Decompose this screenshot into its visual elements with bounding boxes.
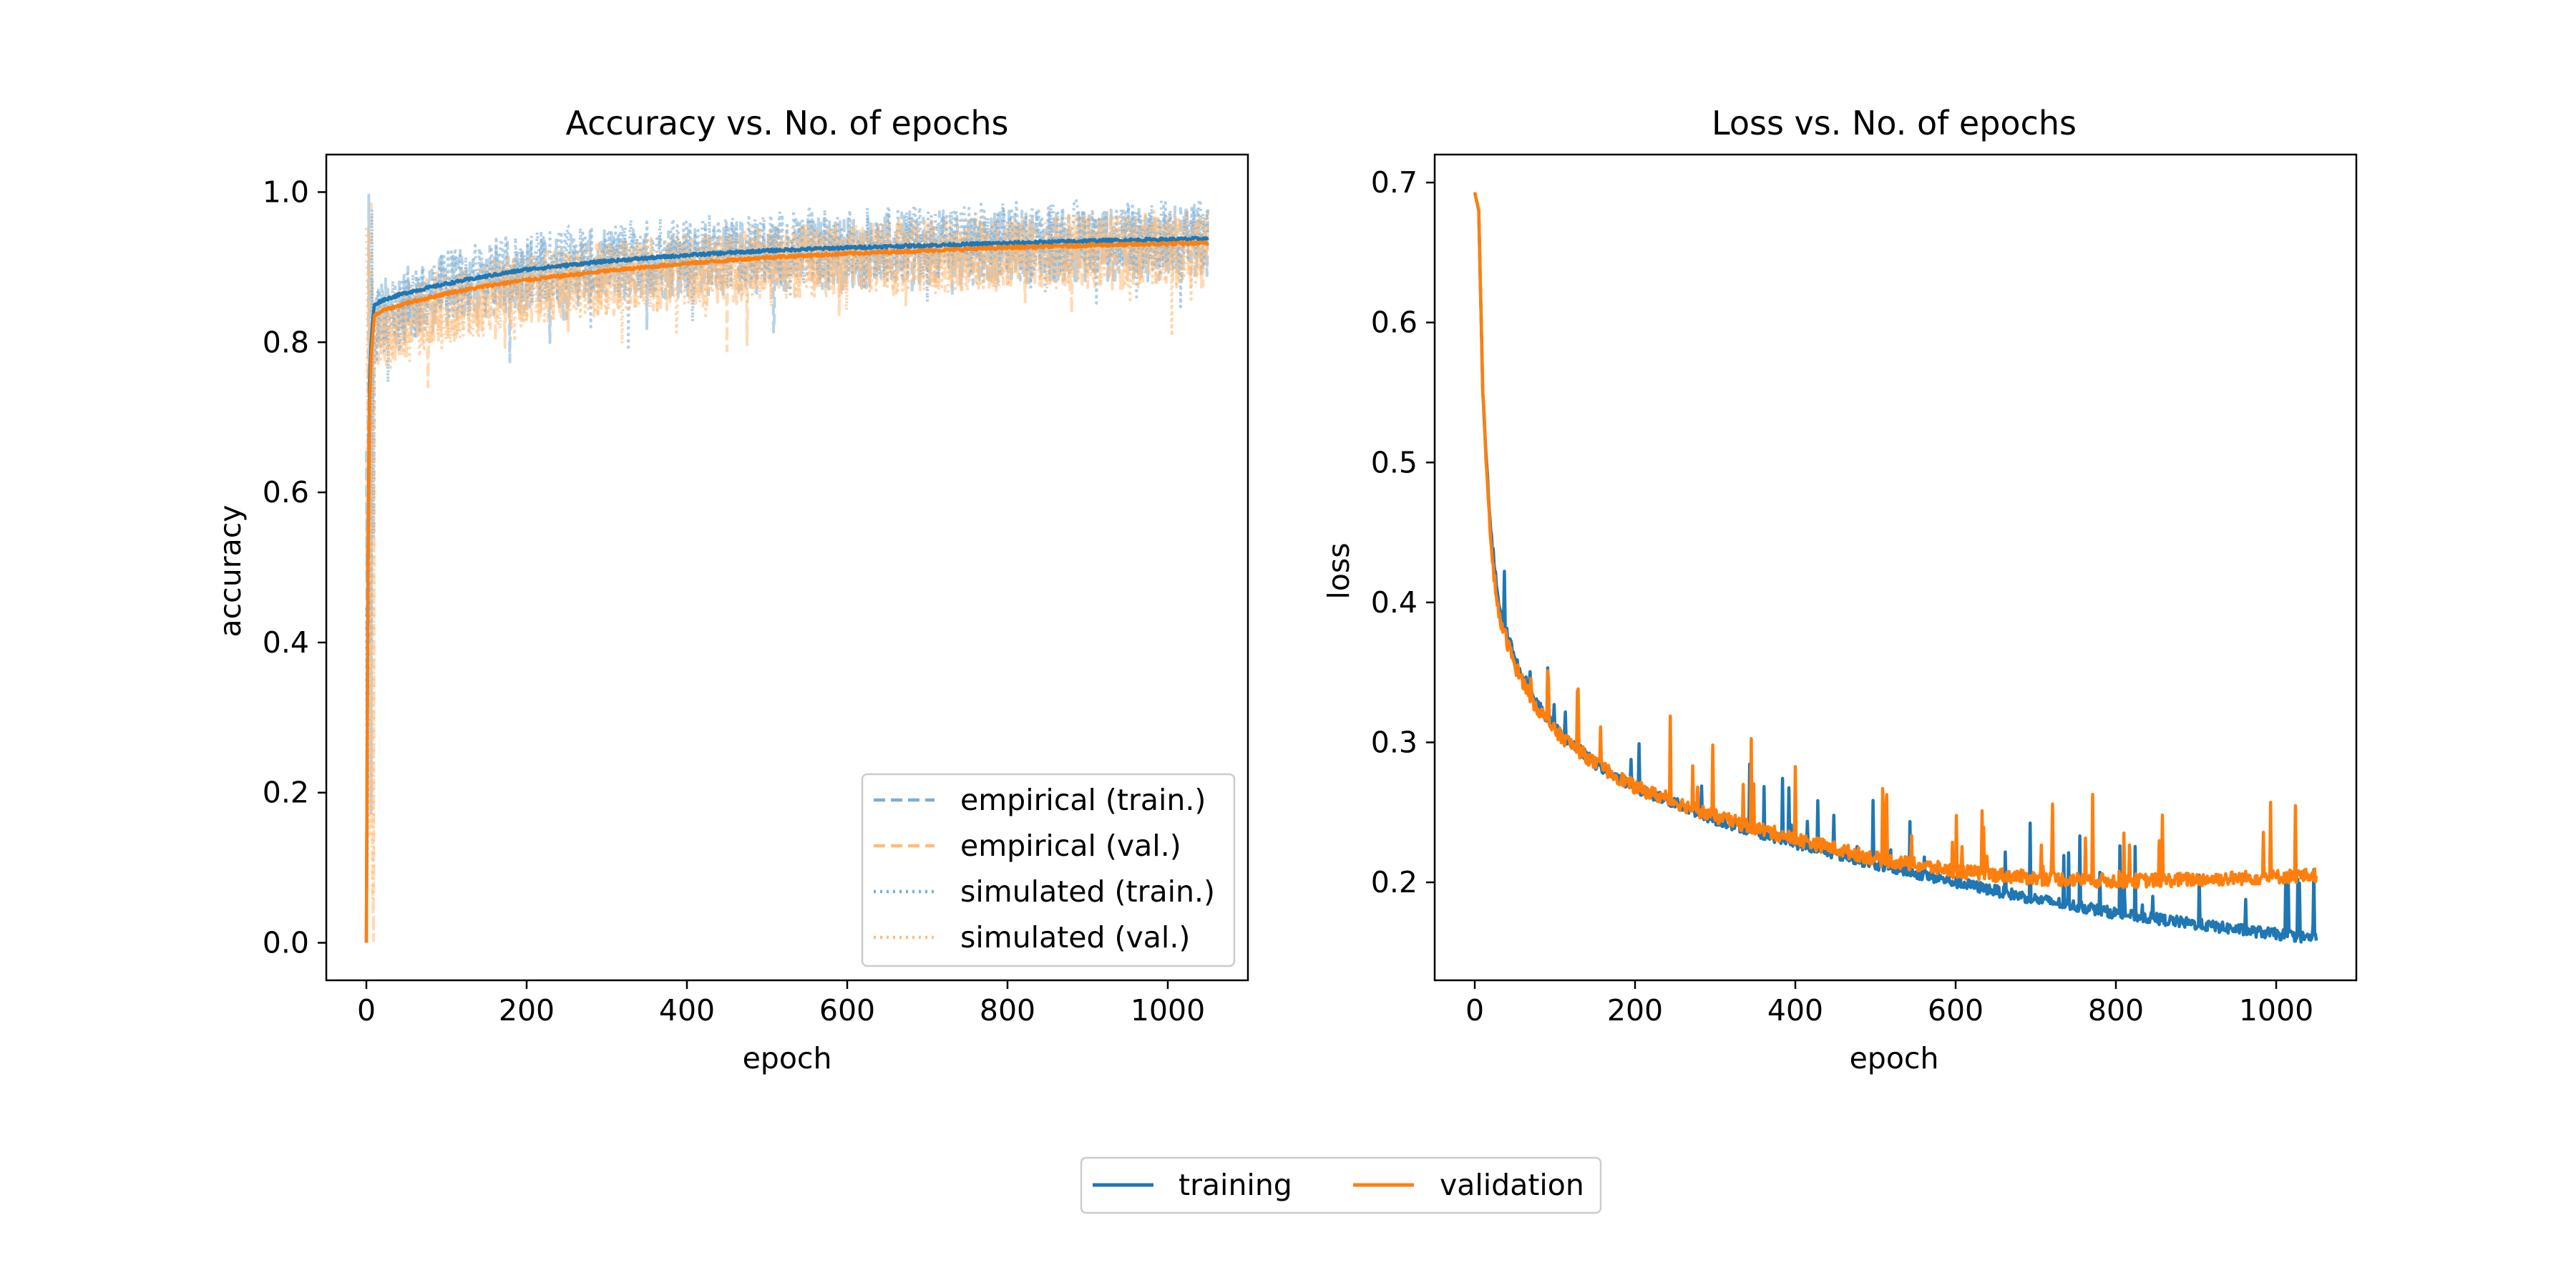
figure-legend: training validation: [1080, 1156, 1602, 1214]
loss-y-tick-label: 0.2: [1371, 865, 1418, 899]
loss-x-tick-label: 800: [2088, 993, 2144, 1028]
loss-x-tick-label: 400: [1767, 993, 1823, 1028]
loss-y-tick-label: 0.3: [1371, 725, 1418, 759]
loss-x-tick-label: 0: [1465, 993, 1484, 1028]
legend-training-label: training: [1179, 1168, 1292, 1202]
loss-x-axis-label: epoch: [1850, 1041, 1939, 1075]
loss-x-tick-label: 200: [1607, 993, 1663, 1028]
loss-chart: Loss vs. No. of epochs epoch loss 0 200 40…: [1322, 104, 2358, 1075]
accuracy-legend-label: simulated (train.): [960, 874, 1215, 909]
accuracy-legend-label: empirical (train.): [960, 783, 1206, 817]
loss-y-axis-label: loss: [1322, 542, 1356, 599]
loss-y-tick-label: 0.5: [1371, 445, 1418, 479]
accuracy-chart-title: Accuracy vs. No. of epochs: [565, 104, 1008, 142]
loss-x-tick-label: 600: [1928, 993, 1984, 1028]
loss-y-tick-label: 0.4: [1371, 585, 1418, 620]
accuracy-legend-label: empirical (val.): [960, 829, 1181, 863]
accuracy-axes-frame: [325, 153, 1249, 982]
loss-y-tick-label: 0.7: [1371, 165, 1418, 200]
accuracy-series-validation: [364, 240, 1209, 943]
accuracy-plot-area: [364, 193, 1209, 943]
loss-y-tick-label: 0.6: [1371, 306, 1418, 340]
loss-chart-title: Loss vs. No. of epochs: [1712, 104, 2077, 142]
accuracy-chart: Accuracy vs. No. of epochs epoch accurac…: [213, 104, 1249, 1075]
legend-validation-label: validation: [1440, 1168, 1584, 1202]
loss-axes-frame: [1433, 153, 2358, 982]
accuracy-x-tick-label: 0: [357, 993, 376, 1028]
accuracy-x-tick-label: 800: [980, 993, 1035, 1028]
accuracy-y-axis-label: accuracy: [213, 505, 248, 638]
figure-legend-frame: [1080, 1156, 1602, 1214]
accuracy-y-tick-label: 0.2: [263, 776, 309, 810]
accuracy-series-simulated-train: [365, 197, 1209, 888]
accuracy-y-tick-label: 0.0: [263, 926, 309, 960]
accuracy-x-axis-label: epoch: [743, 1041, 832, 1075]
accuracy-y-tick-label: 0.4: [263, 625, 309, 660]
loss-series-validation: [1473, 192, 2318, 889]
accuracy-legend-frame: [861, 773, 1236, 967]
loss-x-tick-label: 1000: [2239, 993, 2313, 1028]
accuracy-y-tick-label: 0.8: [263, 325, 309, 359]
accuracy-series-simulated-val: [365, 210, 1209, 900]
accuracy-series-training: [364, 235, 1209, 943]
accuracy-x-tick-label: 600: [819, 993, 875, 1028]
accuracy-x-tick-label: 400: [659, 993, 715, 1028]
loss-series-training: [1473, 192, 2318, 944]
accuracy-legend: empirical (train.) empirical (val.) simula…: [861, 773, 1236, 967]
accuracy-legend-label: simulated (val.): [960, 920, 1190, 955]
accuracy-y-tick-label: 0.6: [263, 475, 309, 509]
loss-plot-area: [1473, 192, 2318, 944]
accuracy-x-tick-label: 200: [499, 993, 555, 1028]
accuracy-x-tick-label: 1000: [1131, 993, 1205, 1028]
accuracy-y-tick-label: 1.0: [263, 175, 309, 209]
